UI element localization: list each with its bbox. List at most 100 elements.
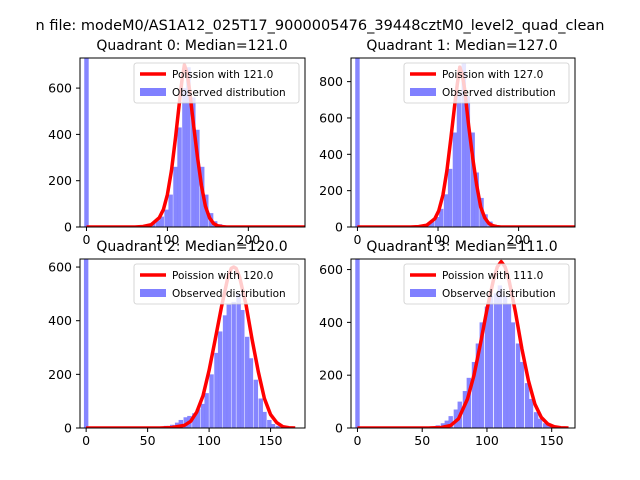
hist-bar-q3: [479, 322, 484, 428]
subplot-quadrant-3: Quadrant 3: Median=111.0 0 50 100 150 0 200 40…: [319, 239, 576, 448]
hist-bar-q3: [471, 361, 477, 428]
hist-bar-q1: [461, 63, 467, 227]
legend-label-poisson-q3: Poission with 111.0: [442, 270, 543, 282]
y-tick-label-q0: 0: [64, 220, 72, 235]
plot-area-q3: 0 50 100 150 0 200 400 600 Poission with 111.0 Ob…: [319, 258, 576, 448]
y-tick-label-q3: 400: [319, 315, 343, 330]
y-tick-label-q1: 600: [319, 110, 343, 125]
legend-label-observed-q0: Observed distribution: [172, 87, 286, 99]
x-tick-label-q1: 0: [353, 232, 361, 247]
x-tick-label-q3: 100: [475, 433, 499, 448]
hist-bar-q1: [452, 132, 458, 227]
plot-clip-q3: [355, 259, 569, 428]
hist-bar-q2: [214, 352, 219, 428]
hist-bar-q2: [217, 331, 223, 428]
hist-bar-q2: [226, 304, 231, 428]
hist-bar-q1: [435, 217, 440, 227]
plot-area-q0: 0 100 200 0 200 400 600 Poission with 121.0 Obse…: [48, 57, 306, 247]
hist-bar-q3: [519, 361, 525, 428]
legend-hist-swatch-q3: [410, 289, 436, 297]
hist-bar-q2: [209, 374, 214, 428]
hist-bar-q0: [191, 97, 196, 227]
x-tick-label-q0: 0: [82, 232, 90, 247]
figure-suptitle: n file: modeM0/AS1A12_025T17_9000005476_…: [36, 18, 605, 34]
hist-bar-q3: [524, 383, 530, 428]
hist-bar-zero-q0: [84, 58, 89, 227]
legend-hist-swatch-q0: [140, 88, 166, 96]
hist-bar-q2: [270, 423, 276, 428]
hist-bar-q2: [267, 419, 272, 428]
hist-bar-q3: [444, 420, 450, 428]
hist-bar-q0: [155, 220, 160, 227]
hist-bar-q3: [546, 425, 552, 428]
hist-bar-q2: [178, 419, 184, 428]
hist-bar-q3: [528, 398, 534, 428]
hist-bar-q3: [537, 418, 543, 428]
legend-label-poisson-q2: Poission with 120.0: [172, 270, 273, 282]
hist-bar-q2: [204, 393, 209, 428]
hist-bar-q2: [231, 301, 236, 428]
x-tick-label-q2: 150: [259, 433, 283, 448]
subplot-title-q2: Quadrant 2: Median=120.0: [96, 239, 287, 255]
y-tick-label-q1: 200: [319, 183, 343, 198]
hist-bar-q1: [443, 194, 449, 227]
y-tick-label-q2: 600: [48, 260, 72, 275]
hist-bar-q2: [222, 315, 228, 428]
hist-bar-q0: [182, 88, 187, 227]
y-tick-label-q2: 200: [48, 367, 72, 382]
x-tick-label-q2: 50: [140, 433, 156, 448]
hist-bar-zero-q1: [355, 58, 360, 227]
hist-bar-q2: [245, 336, 250, 428]
hist-bar-q2: [195, 409, 201, 428]
y-tick-label-q0: 200: [48, 173, 72, 188]
legend-label-observed-q1: Observed distribution: [442, 87, 556, 99]
hist-bar-q2: [192, 413, 197, 428]
legend-hist-swatch-q2: [140, 289, 166, 297]
hist-bar-q0: [164, 209, 169, 227]
plot-area-q2: 0 50 100 150 0 200 400 600 Poission with 120.0 Ob…: [48, 258, 306, 448]
hist-bar-q2: [236, 293, 241, 428]
y-tick-label-q1: 800: [319, 74, 343, 89]
axes-frame-q2: [79, 258, 306, 429]
subplot-title-q3: Quadrant 3: Median=111.0: [366, 239, 557, 255]
x-tick-label-q3: 150: [540, 433, 564, 448]
subplot-title-q0: Quadrant 0: Median=121.0: [96, 38, 287, 54]
hist-bar-q1: [439, 208, 444, 227]
subplot-title-q1: Quadrant 1: Median=127.0: [366, 38, 557, 54]
y-tick-label-q3: 200: [319, 368, 343, 383]
hist-bar-q3: [493, 293, 499, 428]
hist-bar-q0: [186, 67, 191, 227]
legend-label-poisson-q0: Poission with 121.0: [172, 69, 273, 81]
x-tick-label-q3: 0: [353, 433, 361, 448]
plot-area-q1: 0 100 200 0 200 400 600 800 Poission with 127.0 O…: [319, 57, 576, 247]
hist-bar-q3: [466, 377, 472, 428]
hist-bar-q2: [258, 398, 263, 428]
x-tick-label-q1: 100: [426, 232, 450, 247]
hist-bar-q0: [195, 129, 200, 227]
hist-bar-q1: [465, 96, 471, 227]
hist-bar-q3: [515, 343, 521, 428]
hist-bar-q1: [470, 132, 475, 227]
hist-bar-q1: [474, 172, 479, 227]
legend-q0: Poission with 121.0 Observed distribution: [133, 62, 300, 104]
hist-bar-zero-q2: [83, 259, 89, 428]
x-tick-label-q1: 200: [507, 232, 531, 247]
hist-bar-q3: [497, 285, 503, 428]
x-tick-label-q3: 50: [414, 433, 430, 448]
y-tick-label-q3: 600: [319, 262, 343, 277]
y-tick-label-q1: 400: [319, 147, 343, 162]
hist-bar-q3: [448, 416, 453, 428]
hist-bar-q3: [506, 303, 512, 428]
axes-frame-q1: [350, 57, 576, 228]
hist-bar-q2: [248, 358, 254, 428]
hist-bar-q3: [484, 306, 490, 428]
hist-bar-q3: [488, 295, 494, 428]
y-tick-label-q2: 400: [48, 313, 72, 328]
hist-bar-q1: [456, 92, 462, 227]
axes-frame-q0: [79, 57, 306, 228]
hist-bar-q3: [533, 412, 539, 428]
y-tick-label-q1: 0: [335, 220, 343, 235]
legend-q1: Poission with 127.0 Observed distribution: [403, 62, 570, 104]
hist-bar-q3: [462, 391, 468, 428]
hist-bar-zero-q3: [355, 259, 360, 428]
